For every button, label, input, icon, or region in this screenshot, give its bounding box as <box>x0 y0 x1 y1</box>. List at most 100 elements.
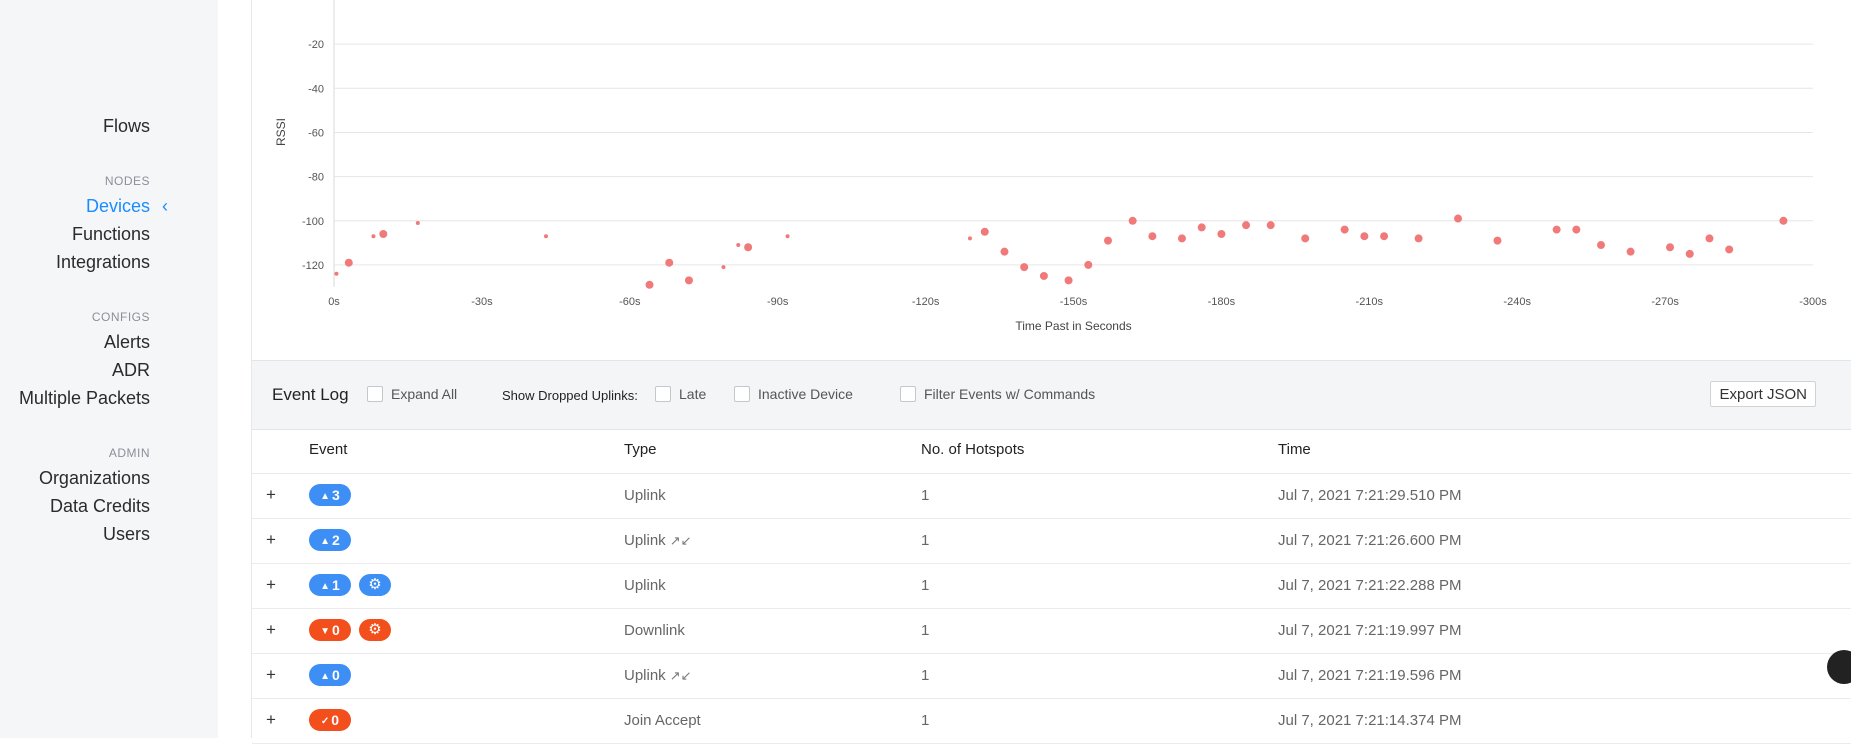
column-header-type: Type <box>624 441 657 458</box>
expand-row-icon[interactable]: + <box>266 530 276 549</box>
expand-row-icon[interactable]: + <box>266 665 276 684</box>
late-label: Late <box>679 386 707 402</box>
arrow-up-icon: ▲ <box>320 536 331 547</box>
data-point <box>1552 225 1561 234</box>
event-time: Jul 7, 2021 7:21:29.510 PM <box>1278 487 1462 504</box>
data-point <box>1084 260 1093 269</box>
gear-icon: ⚙ <box>359 574 391 596</box>
data-point <box>1705 234 1714 243</box>
table-row[interactable]: + ▲ 0 Uplink ↗↙ 1 Jul 7, 2021 7:21:19.596 … <box>252 654 1851 699</box>
expand-row-icon[interactable]: + <box>266 710 276 729</box>
data-point <box>980 227 989 236</box>
hotspot-count: 1 <box>921 532 930 549</box>
sidebar-item-multiple-packets[interactable]: Multiple Packets <box>18 388 150 408</box>
sidebar-item-alerts[interactable]: Alerts <box>103 332 150 352</box>
checkbox-icon[interactable] <box>655 386 671 403</box>
data-point <box>1217 230 1226 239</box>
data-point <box>1572 225 1581 234</box>
sidebar-item-flows[interactable]: Flows <box>102 116 150 136</box>
data-point <box>1340 225 1349 234</box>
y-tick-label: -40 <box>308 83 324 95</box>
y-tick-label: -20 <box>308 39 324 51</box>
arrow-up-icon: ▲ <box>320 581 331 592</box>
expand-row-icon[interactable]: + <box>266 485 276 504</box>
sidebar-item-label: Devices <box>85 196 150 216</box>
export-json-button[interactable]: Export JSON <box>1710 381 1816 407</box>
event-type: Uplink ↗↙ <box>624 532 691 549</box>
x-tick-label: -150s <box>1060 296 1088 308</box>
event-time: Jul 7, 2021 7:21:26.600 PM <box>1278 532 1462 549</box>
x-tick-label: 0s <box>328 296 340 308</box>
data-point <box>1064 276 1073 285</box>
column-header-hotspots: No. of Hotspots <box>921 441 1025 458</box>
checkbox-icon[interactable] <box>367 386 383 403</box>
compress-icon: ↗↙ <box>669 533 692 548</box>
frame-count: 2 <box>332 532 340 548</box>
table-row[interactable]: + ▲ 3 Uplink 1 Jul 7, 2021 7:21:29.510 PM <box>252 474 1851 519</box>
sidebar-item-adr[interactable]: ADR <box>111 360 150 380</box>
data-point <box>1039 271 1048 280</box>
downlink-badge: ▼ 0 <box>309 619 351 641</box>
x-tick-label: -270s <box>1651 296 1679 308</box>
table-row[interactable]: + ▼ 0 ⚙ Downlink 1 Jul 7, 2021 7:21:19.99… <box>252 609 1851 654</box>
check-icon: ✓ <box>320 716 330 727</box>
y-tick-label: -80 <box>308 172 324 184</box>
event-type: Uplink <box>624 577 666 594</box>
expand-row-icon[interactable]: + <box>266 575 276 594</box>
section-admin: ADMIN <box>108 446 150 460</box>
table-header: Event Type No. of Hotspots Time <box>252 429 1851 474</box>
rssi-scatter-chart: -20 -40 -60 -80 -100 -120 0s -30s -60s -90s -120s -… <box>274 0 1827 333</box>
rssi-chart: -20 -40 -60 -80 -100 -120 0s -30s -60s -90s -120s -… <box>252 0 1851 360</box>
sidebar-item-data-credits[interactable]: Data Credits <box>49 496 150 516</box>
filter-commands-checkbox[interactable]: Filter Events w/ Commands <box>900 386 1095 403</box>
sidebar-item-users[interactable]: Users <box>102 524 150 544</box>
gear-icon: ⚙ <box>359 619 391 641</box>
uplink-badge: ▲ 3 <box>309 484 351 506</box>
table-row[interactable]: + ▲ 2 Uplink ↗↙ 1 Jul 7, 2021 7:21:26.600 … <box>252 519 1851 564</box>
y-tick-label: -100 <box>302 216 324 228</box>
uplink-badge: ▲ 0 <box>309 664 351 686</box>
data-point <box>967 236 972 241</box>
event-time: Jul 7, 2021 7:21:22.288 PM <box>1278 577 1462 594</box>
table-row[interactable]: + ▲ 1 ⚙ Uplink 1 Jul 7, 2021 7:21:22.288 … <box>252 564 1851 609</box>
data-point <box>1242 221 1251 230</box>
frame-count: 3 <box>332 487 340 503</box>
inactive-device-checkbox[interactable]: Inactive Device <box>734 386 853 403</box>
sidebar-item-devices[interactable]: Devices ‹ <box>85 196 168 217</box>
late-checkbox[interactable]: Late <box>655 386 706 403</box>
checkbox-icon[interactable] <box>900 386 916 403</box>
data-point <box>1020 263 1029 272</box>
x-tick-label: -30s <box>471 296 493 308</box>
hotspot-count: 1 <box>921 487 930 504</box>
inactive-device-label: Inactive Device <box>758 386 853 402</box>
help-widget-button[interactable] <box>1827 650 1851 684</box>
data-point <box>645 280 654 289</box>
section-configs: CONFIGS <box>91 310 150 324</box>
sidebar-item-organizations[interactable]: Organizations <box>38 468 150 488</box>
x-tick-label: -120s <box>912 296 940 308</box>
sidebar-item-functions[interactable]: Functions <box>71 224 150 244</box>
column-header-event: Event <box>309 441 348 458</box>
sidebar-item-integrations[interactable]: Integrations <box>55 252 150 272</box>
data-point <box>1685 249 1694 258</box>
x-tick-label: -240s <box>1503 296 1531 308</box>
expand-all-checkbox[interactable]: Expand All <box>367 386 457 403</box>
event-type: Uplink ↗↙ <box>624 667 691 684</box>
data-point <box>1666 243 1675 252</box>
data-point <box>1493 236 1502 245</box>
x-tick-label: -180s <box>1208 296 1236 308</box>
hotspot-count: 1 <box>921 577 930 594</box>
event-type-label: Uplink <box>624 532 666 549</box>
table-row[interactable]: + ✓ 0 Join Accept 1 Jul 7, 2021 7:21:14.3… <box>252 699 1851 744</box>
column-header-time: Time <box>1278 441 1311 458</box>
data-point <box>1148 232 1157 241</box>
data-point <box>1197 223 1206 232</box>
data-point <box>785 234 790 239</box>
expand-row-icon[interactable]: + <box>266 620 276 639</box>
frame-count: 0 <box>331 712 340 728</box>
event-type: Join Accept <box>624 712 701 729</box>
uplink-badge: ▲ 2 <box>309 529 351 551</box>
section-nodes: NODES <box>104 174 150 188</box>
checkbox-icon[interactable] <box>734 386 750 403</box>
event-time: Jul 7, 2021 7:21:19.997 PM <box>1278 622 1462 639</box>
